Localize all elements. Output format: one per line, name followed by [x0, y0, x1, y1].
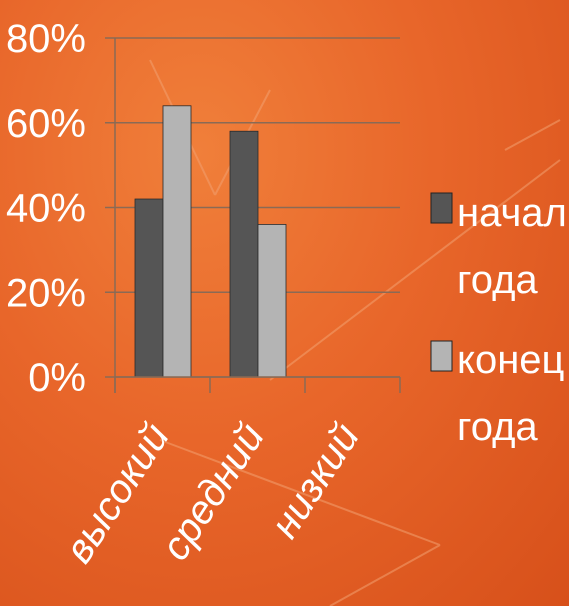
background-decoration	[149, 59, 561, 606]
y-tick-label: 60%	[6, 102, 86, 146]
y-tick-label: 20%	[6, 271, 86, 315]
x-category-label: низкий	[262, 416, 368, 546]
legend: начало года конец года	[430, 191, 569, 449]
y-axis-ticks: 0% 20% 40% 60% 80%	[6, 17, 86, 400]
y-tick-label: 0%	[28, 356, 86, 400]
bar-series-1-высокий	[134, 198, 164, 378]
axes	[114, 38, 401, 393]
bars	[134, 105, 287, 378]
legend-label-series-1-line2: года	[457, 258, 538, 302]
legend-swatch-series-2	[430, 340, 453, 372]
bar-series-2-высокий	[162, 105, 192, 378]
legend-swatch-series-1	[430, 192, 453, 224]
bar-series-2-средний	[257, 224, 287, 378]
legend-label-series-1-line1: начало	[457, 191, 569, 235]
bar-series-1-средний	[229, 130, 259, 378]
legend-label-series-2-line1: конец	[457, 338, 564, 382]
y-tick-label: 40%	[6, 187, 86, 231]
y-tick-label: 80%	[6, 17, 86, 61]
legend-label-series-2-line2: года	[457, 405, 538, 449]
